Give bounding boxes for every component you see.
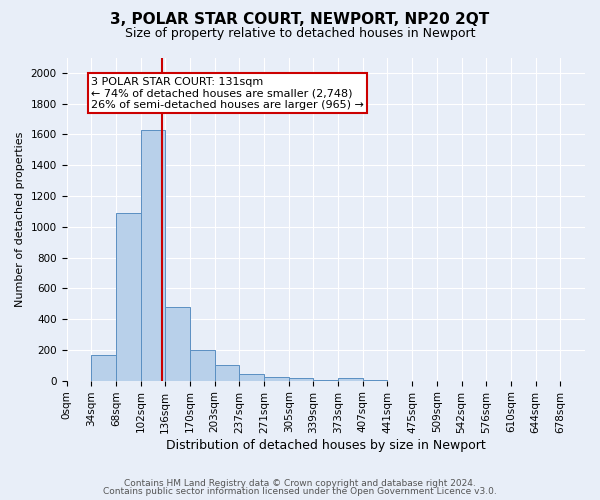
Bar — [91, 354, 116, 380]
X-axis label: Distribution of detached houses by size in Newport: Distribution of detached houses by size … — [166, 440, 485, 452]
Text: Size of property relative to detached houses in Newport: Size of property relative to detached ho… — [125, 28, 475, 40]
Bar — [338, 378, 363, 380]
Bar — [215, 366, 239, 380]
Bar — [116, 213, 140, 380]
Bar — [239, 374, 264, 380]
Text: Contains HM Land Registry data © Crown copyright and database right 2024.: Contains HM Land Registry data © Crown c… — [124, 478, 476, 488]
Bar — [140, 130, 165, 380]
Bar — [289, 378, 313, 380]
Bar — [264, 377, 289, 380]
Bar — [165, 307, 190, 380]
Y-axis label: Number of detached properties: Number of detached properties — [15, 132, 25, 307]
Text: 3, POLAR STAR COURT, NEWPORT, NP20 2QT: 3, POLAR STAR COURT, NEWPORT, NP20 2QT — [110, 12, 490, 28]
Text: Contains public sector information licensed under the Open Government Licence v3: Contains public sector information licen… — [103, 487, 497, 496]
Text: 3 POLAR STAR COURT: 131sqm
← 74% of detached houses are smaller (2,748)
26% of s: 3 POLAR STAR COURT: 131sqm ← 74% of deta… — [91, 76, 364, 110]
Bar — [190, 350, 215, 380]
